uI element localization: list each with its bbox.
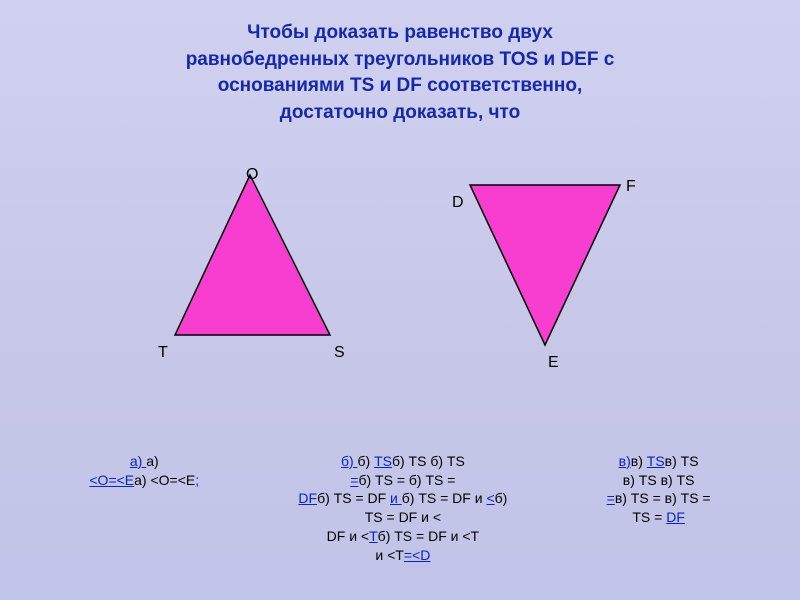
answer-v-t3: в) TS [623,472,661,488]
answer-b-link8[interactable]: =<D [404,547,430,563]
answer-b-t7: б) TS = DF и [402,490,487,506]
answer-b-t5: б) TS = [409,472,456,488]
answer-a-t1: а) [146,453,158,469]
answer-b-t2: б) TS [392,453,430,469]
answer-v-t6: TS = [632,509,666,525]
answer-b-t1: б) [358,453,375,469]
answer-b-link2[interactable]: TS [374,453,392,469]
answer-a-t2: а) <O=<E [134,472,195,488]
answer-b-t11: и <T [375,547,403,563]
answer-v-link3[interactable]: = [607,490,615,506]
triangle-def [470,185,620,345]
label-t: T [158,344,168,362]
triangle-tos [175,175,330,335]
answer-v-link1[interactable]: в) [619,453,631,469]
figure-svg [0,0,800,400]
answer-v-link2[interactable]: TS [647,453,665,469]
answer-a-link3[interactable]: ; [195,472,199,488]
answer-a-link1[interactable]: а) [130,453,146,469]
answer-b-link4[interactable]: DF [298,490,317,506]
answer-b-link1[interactable]: б) [341,453,358,469]
answer-b-t6: б) TS = DF [317,490,390,506]
answer-a-link2[interactable]: <O=<E [89,472,134,488]
answer-v-link4[interactable]: DF [666,509,685,525]
label-o: O [246,166,258,184]
label-d: D [452,194,464,212]
answer-b-t4: б) TS = [358,472,408,488]
answer-b-link6[interactable]: < [486,490,494,506]
label-s: S [334,344,345,362]
answer-v-t4: в) TS = [615,490,665,506]
answer-b-link5[interactable]: и [390,490,402,506]
answer-v-t3b: в) TS [661,472,695,488]
answer-a: а) а) <O=<Eа) <O=<E; [89,452,199,565]
answers-row: а) а) <O=<Eа) <O=<E; б) б) TSб) TS б) TS… [0,452,800,565]
answer-b-t9: DF и < [327,528,369,544]
answer-b-link7[interactable]: T [369,528,378,544]
answer-b: б) б) TSб) TS б) TS =б) TS = б) TS = DFб… [298,452,508,565]
answer-v-t1: в) [631,453,647,469]
answer-b-t10: б) TS = DF и <T [378,528,479,544]
answer-v-t5: в) TS = [665,490,711,506]
answer-v: в)в) TSв) TS в) TS в) TS =в) TS = в) TS … [607,452,711,565]
answer-v-t2: в) TS [665,453,699,469]
label-e: E [548,354,559,372]
label-f: F [626,178,636,196]
answer-b-t3: б) TS [430,453,464,469]
